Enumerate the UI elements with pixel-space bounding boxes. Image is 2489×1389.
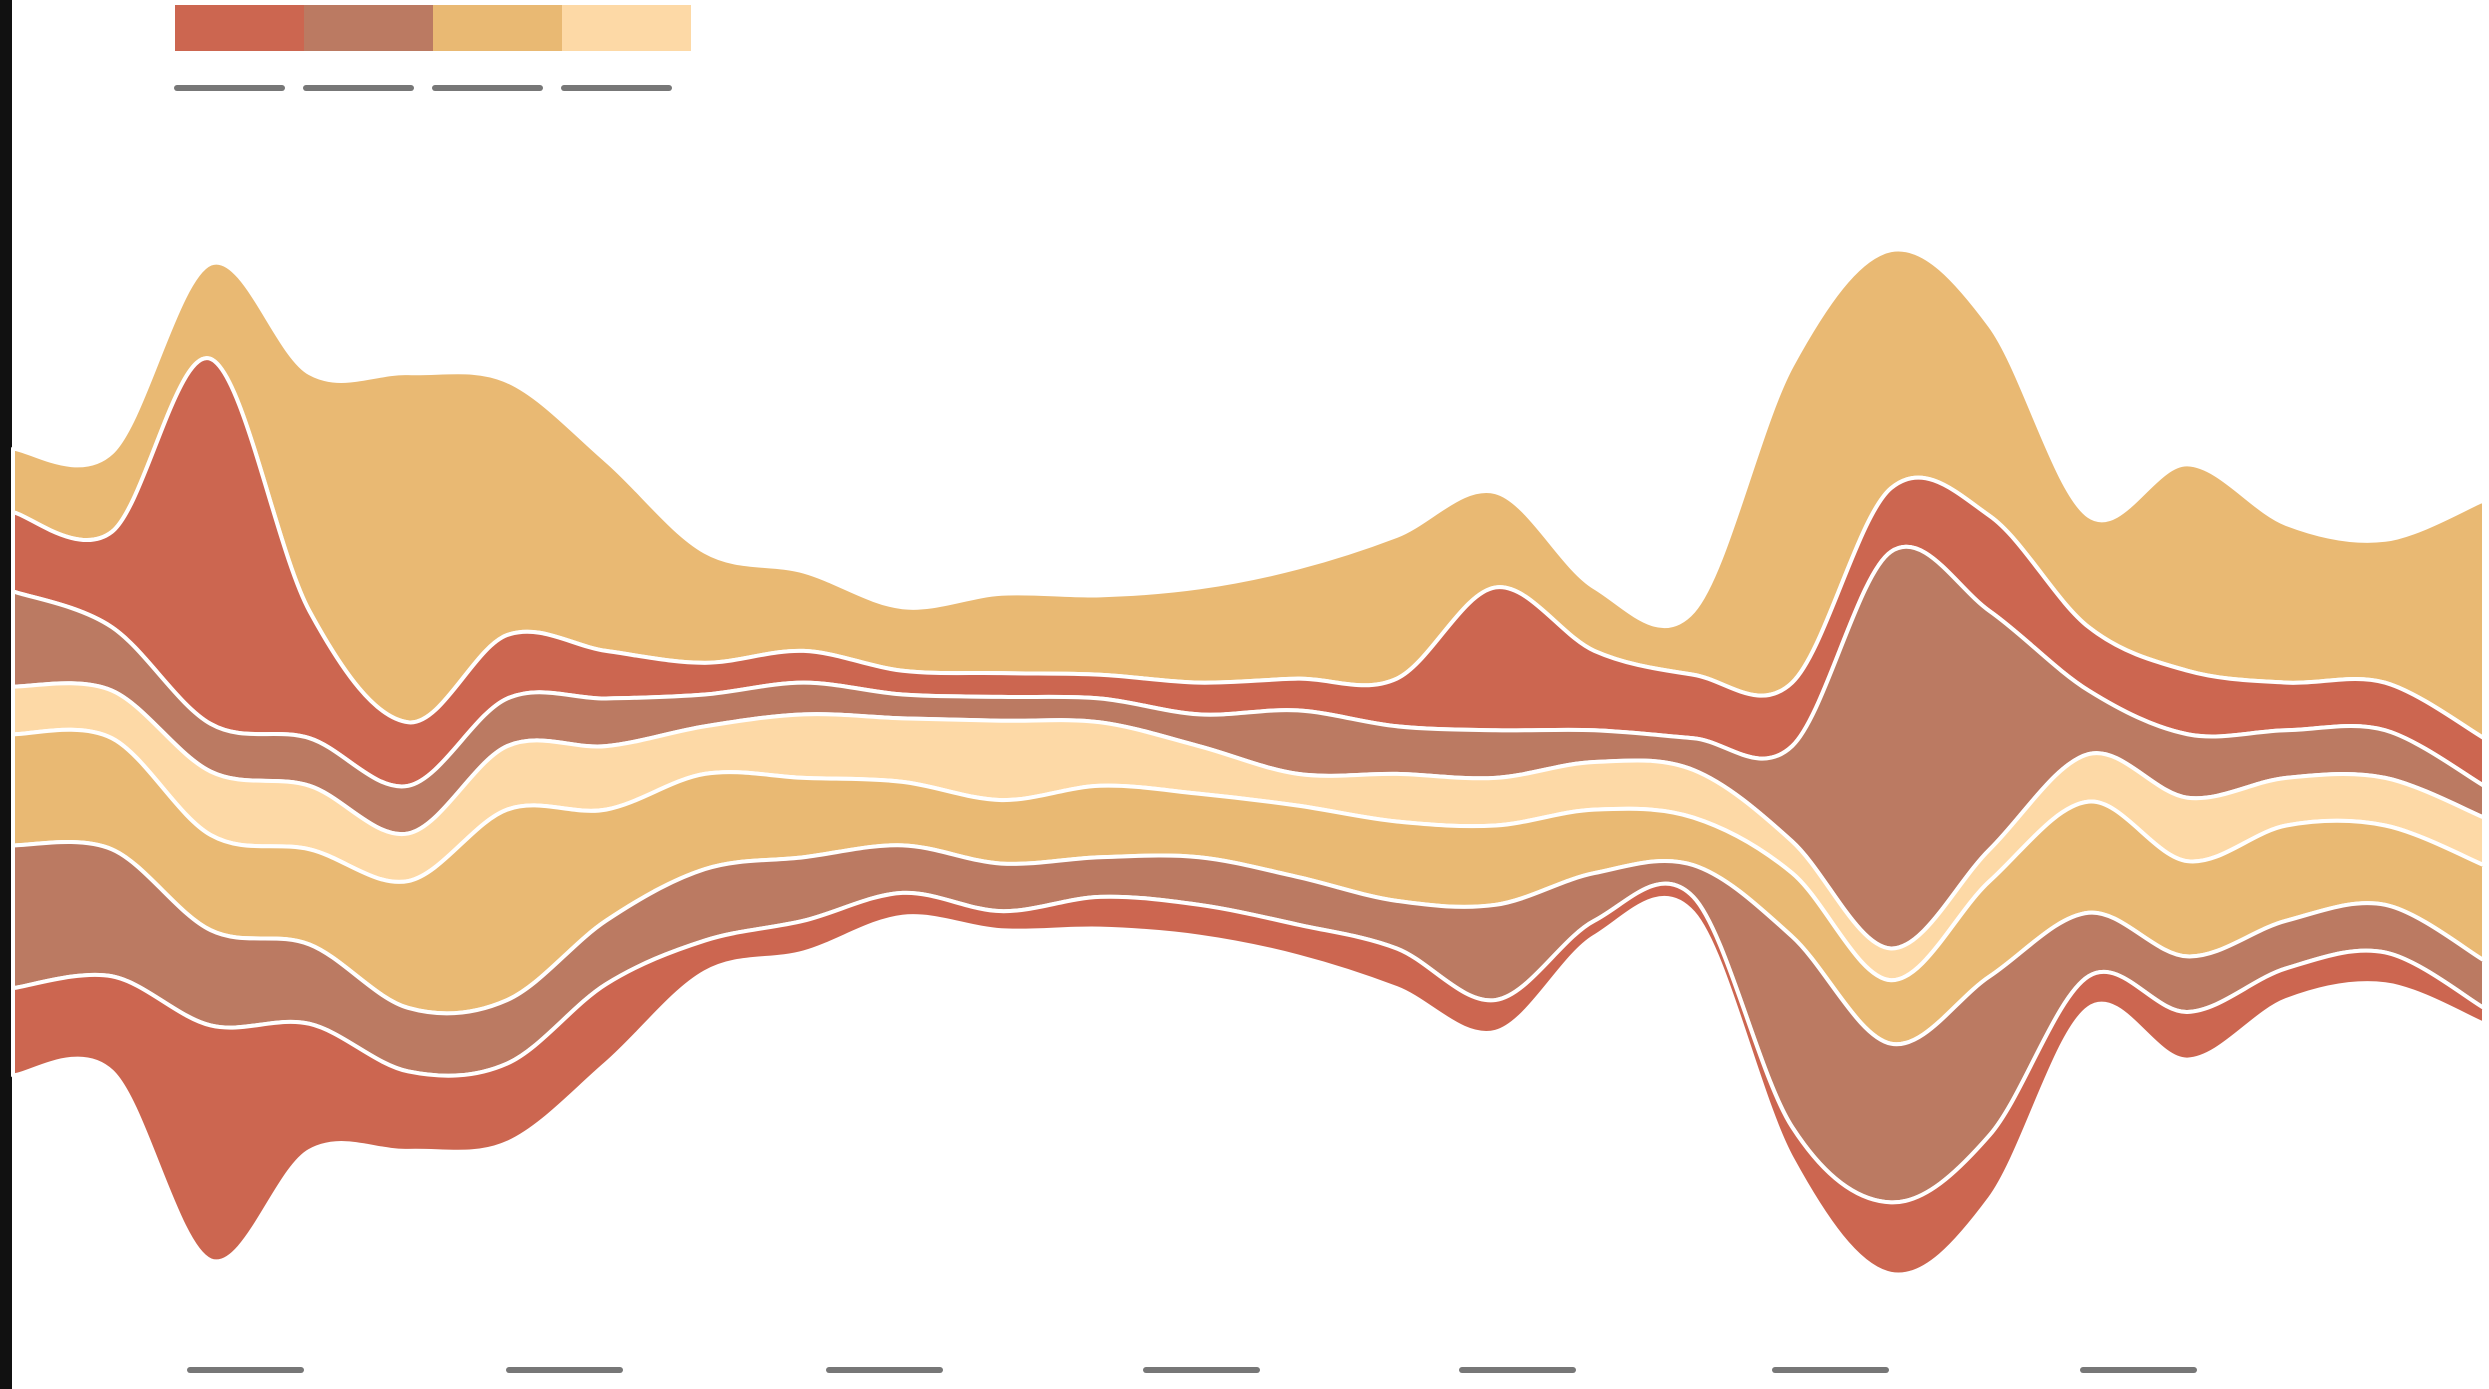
stream-layer (11, 881, 2486, 1277)
left-edge (0, 0, 12, 1389)
legend-swatch (562, 5, 691, 51)
legend-swatch (433, 5, 562, 51)
legend-swatch (304, 5, 433, 51)
streams (11, 247, 2486, 1277)
legend (174, 5, 691, 91)
legend-swatch (175, 5, 304, 51)
